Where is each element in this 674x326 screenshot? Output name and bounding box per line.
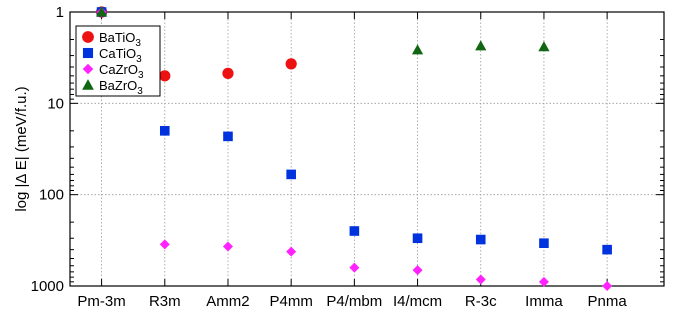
point-catio3-p4mm xyxy=(286,169,296,180)
point-bazro3-imma xyxy=(538,41,550,52)
x-tick-label-pnma: Pnma xyxy=(588,293,628,310)
plot-frame xyxy=(69,11,665,287)
y-tick-label-3: 1000 xyxy=(31,278,64,295)
legend-marker-cazro3 xyxy=(82,63,94,75)
legend-marker-bazro3 xyxy=(82,79,94,90)
x-tick-label-i4-mcm: I4/mcm xyxy=(393,293,442,310)
x-tick-label-amm2: Amm2 xyxy=(206,293,249,310)
point-bazro3-r-3c xyxy=(475,40,487,51)
legend-label-batio3: BaTiO3 xyxy=(99,30,141,49)
x-tick-label-p4mm: P4mm xyxy=(269,293,312,310)
legend-label-catio3: CaTiO3 xyxy=(99,46,142,65)
x-tick-label-r3m: R3m xyxy=(149,293,181,310)
legend-marker-catio3 xyxy=(82,47,94,59)
point-cazro3-imma xyxy=(538,276,549,287)
x-tick-label-imma: Imma xyxy=(525,293,563,310)
point-catio3-r-3c xyxy=(475,234,486,245)
point-catio3-imma xyxy=(539,238,549,249)
point-catio3-p4-mbm xyxy=(349,226,360,236)
point-cazro3-i4-mcm xyxy=(412,265,423,276)
x-tick-label-r-3c: R-3c xyxy=(465,293,497,310)
point-batio3-amm2 xyxy=(222,67,234,79)
y-tick-label-2: 100 xyxy=(39,187,64,204)
y-axis-title: log |Δ E| (meV/f.u.) xyxy=(13,86,30,211)
point-cazro3-r-3c xyxy=(475,274,486,285)
point-catio3-pnma xyxy=(602,244,612,255)
plot-area xyxy=(70,12,664,286)
point-bazro3-pm-3m xyxy=(95,6,108,17)
point-catio3-r3m xyxy=(159,126,170,136)
legend-marker-batio3 xyxy=(82,31,94,43)
point-cazro3-r3m xyxy=(159,239,170,250)
point-batio3-p4mm xyxy=(285,58,297,70)
point-cazro3-p4-mbm xyxy=(349,262,360,273)
point-catio3-amm2 xyxy=(223,131,233,142)
point-batio3-r3m xyxy=(159,70,171,82)
point-cazro3-pnma xyxy=(602,281,613,291)
legend-label-bazro3: BaZrO3 xyxy=(99,78,143,97)
point-cazro3-p4mm xyxy=(286,246,297,257)
x-tick-label-pm-3m: Pm-3m xyxy=(77,293,125,310)
point-bazro3-i4-mcm xyxy=(411,44,424,55)
point-cazro3-amm2 xyxy=(222,241,233,252)
x-tick-label-p4-mbm: P4/mbm xyxy=(326,293,382,310)
y-tick-label-1: 10 xyxy=(47,95,64,112)
point-catio3-i4-mcm xyxy=(412,233,423,244)
y-tick-label-0: 1 xyxy=(56,4,64,21)
legend-label-cazro3: CaZrO3 xyxy=(99,62,144,81)
